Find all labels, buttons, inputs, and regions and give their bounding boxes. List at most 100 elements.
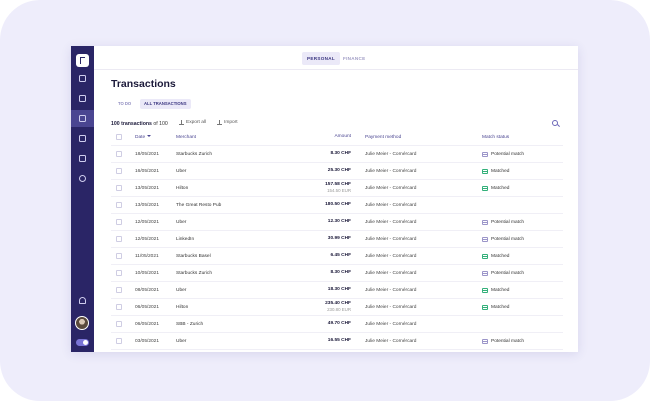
card-icon bbox=[482, 338, 488, 344]
row-checkbox[interactable] bbox=[116, 185, 122, 191]
row-checkbox[interactable] bbox=[116, 321, 122, 327]
row-checkbox[interactable] bbox=[116, 236, 122, 242]
row-checkbox[interactable] bbox=[116, 338, 122, 344]
table-row[interactable]: 13/05/2021 Hilton 157.58 CHF 154.50 EUR Juli… bbox=[111, 180, 563, 197]
row-match-status[interactable]: Potential match bbox=[482, 151, 524, 157]
topbar: PERSONAL FINANCE bbox=[94, 46, 578, 70]
table-row[interactable]: 06/05/2021 SBB - Zurich 49.70 CHF Julie Mei… bbox=[111, 316, 563, 333]
row-match-status[interactable]: Potential match bbox=[482, 338, 524, 344]
row-amount: 18.30 CHF bbox=[327, 287, 351, 292]
row-merchant: Uber bbox=[176, 219, 187, 225]
tab-todo[interactable]: TO DO bbox=[118, 101, 132, 106]
row-match-status[interactable]: Potential match bbox=[482, 236, 524, 242]
table-row[interactable]: 10/05/2021 Starbucks Zurich 8.30 CHF Julie … bbox=[111, 265, 563, 282]
table-row[interactable]: 06/05/2021 Hilton 235.40 CHF 230.80 EUR Juli… bbox=[111, 299, 563, 316]
personal-toggle[interactable]: PERSONAL bbox=[302, 52, 340, 65]
table-row[interactable]: 03/05/2021 Uber 16.55 CHF Julie Meier - Cor… bbox=[111, 333, 563, 350]
date-header[interactable]: Date bbox=[135, 135, 152, 140]
row-match-status[interactable]: Potential match bbox=[482, 219, 524, 225]
row-amount: 180.50 CHF bbox=[325, 202, 351, 207]
finance-toggle[interactable]: FINANCE bbox=[343, 56, 366, 61]
import-button[interactable]: Import bbox=[217, 120, 238, 125]
row-amount: 16.55 CHF bbox=[327, 338, 351, 343]
row-checkbox[interactable] bbox=[116, 219, 122, 225]
row-merchant: Hilton bbox=[176, 185, 189, 191]
row-payment-method: Julie Meier - Cornércard bbox=[365, 219, 417, 225]
card-icon bbox=[482, 185, 488, 191]
row-match-status[interactable]: Matched bbox=[482, 287, 509, 293]
search-icon[interactable] bbox=[552, 120, 558, 126]
row-checkbox[interactable] bbox=[116, 253, 122, 259]
transactions-icon[interactable] bbox=[71, 110, 94, 127]
table-row[interactable]: 12/05/2021 Uber 12.30 CHF Julie Meier - Cor… bbox=[111, 214, 563, 231]
row-merchant: SBB - Zurich bbox=[176, 321, 204, 327]
table-row[interactable]: 16/05/2021 Uber 25.30 CHF Julie Meier - Cor… bbox=[111, 163, 563, 180]
row-checkbox[interactable] bbox=[116, 168, 122, 174]
row-date: 18/05/2021 bbox=[135, 151, 160, 157]
table-header: Date Merchant Amount Payment method Matc… bbox=[111, 129, 563, 146]
row-date: 10/05/2021 bbox=[135, 270, 160, 276]
row-merchant: Uber bbox=[176, 287, 187, 293]
row-date: 03/05/2021 bbox=[135, 338, 160, 344]
table-row[interactable]: 18/05/2021 Starbucks Zurich 8.30 CHF Julie … bbox=[111, 146, 563, 163]
row-merchant: Starbucks Zurich bbox=[176, 270, 212, 276]
document-icon[interactable] bbox=[71, 90, 94, 107]
row-amount: 30.99 CHF bbox=[327, 236, 351, 241]
page-title: Transactions bbox=[111, 78, 176, 90]
row-amount: 12.30 CHF bbox=[327, 219, 351, 224]
row-amount: 49.70 CHF bbox=[327, 321, 351, 326]
avatar[interactable] bbox=[75, 316, 89, 330]
row-checkbox[interactable] bbox=[116, 287, 122, 293]
row-checkbox[interactable] bbox=[116, 151, 122, 157]
row-checkbox[interactable] bbox=[116, 270, 122, 276]
row-payment-method: Julie Meier - Cornércard bbox=[365, 321, 417, 327]
row-merchant: Uber bbox=[176, 338, 187, 344]
bell-icon[interactable] bbox=[79, 297, 86, 304]
row-match-status[interactable]: Matched bbox=[482, 185, 509, 191]
row-amount-original: 154.50 EUR bbox=[327, 188, 351, 193]
row-payment-method: Julie Meier - Cornércard bbox=[365, 287, 417, 293]
row-date: 16/05/2021 bbox=[135, 168, 160, 174]
table-row[interactable]: 08/05/2021 Uber 18.30 CHF Julie Meier - Cor… bbox=[111, 282, 563, 299]
tab-all-transactions[interactable]: ALL TRANSACTIONS bbox=[140, 99, 191, 109]
payment-header: Payment method bbox=[365, 134, 402, 140]
row-merchant: Uber bbox=[176, 168, 187, 174]
row-payment-method: Julie Meier - Cornércard bbox=[365, 253, 417, 259]
row-merchant: Starbucks Basel bbox=[176, 253, 211, 259]
briefcase-icon[interactable] bbox=[71, 130, 94, 147]
card-icon bbox=[482, 219, 488, 225]
theme-toggle[interactable] bbox=[76, 339, 89, 346]
row-amount: 6.45 CHF bbox=[330, 253, 351, 258]
card-icon bbox=[482, 270, 488, 276]
table-row[interactable]: 11/05/2021 Starbucks Basel 6.45 CHF Julie M… bbox=[111, 248, 563, 265]
row-payment-method: Julie Meier - Cornércard bbox=[365, 338, 417, 344]
amount-header: Amount bbox=[334, 134, 351, 139]
row-match-status[interactable]: Matched bbox=[482, 168, 509, 174]
report-icon[interactable] bbox=[71, 150, 94, 167]
settings-icon[interactable] bbox=[71, 170, 94, 187]
row-merchant: LinkedIn bbox=[176, 236, 195, 242]
row-match-status[interactable]: Matched bbox=[482, 304, 509, 310]
row-amount: 25.30 CHF bbox=[327, 168, 351, 173]
export-all-button[interactable]: Export all bbox=[179, 120, 206, 125]
row-match-status[interactable]: Potential match bbox=[482, 270, 524, 276]
select-all-checkbox[interactable] bbox=[116, 134, 122, 140]
card-icon bbox=[482, 287, 488, 293]
row-checkbox[interactable] bbox=[116, 202, 122, 208]
row-date: 06/05/2021 bbox=[135, 321, 160, 327]
row-payment-method: Julie Meier - Cornércard bbox=[365, 168, 417, 174]
row-match-status[interactable]: Matched bbox=[482, 253, 509, 259]
import-icon bbox=[217, 120, 222, 125]
table-row[interactable]: 13/05/2021 The Great Resto Pub 180.50 CHF J… bbox=[111, 197, 563, 214]
app-logo[interactable] bbox=[76, 54, 89, 67]
merchant-header: Merchant bbox=[176, 134, 196, 140]
row-amount: 157.58 CHF 154.50 EUR bbox=[325, 182, 351, 193]
table-row[interactable]: 12/05/2021 LinkedIn 30.99 CHF Julie Meier -… bbox=[111, 231, 563, 248]
row-checkbox[interactable] bbox=[116, 304, 122, 310]
row-payment-method: Julie Meier - Cornércard bbox=[365, 236, 417, 242]
sort-caret-icon bbox=[147, 135, 152, 138]
row-date: 08/05/2021 bbox=[135, 287, 160, 293]
row-merchant: The Great Resto Pub bbox=[176, 202, 222, 208]
home-icon[interactable] bbox=[71, 70, 94, 87]
row-payment-method: Julie Meier - Cornércard bbox=[365, 270, 417, 276]
